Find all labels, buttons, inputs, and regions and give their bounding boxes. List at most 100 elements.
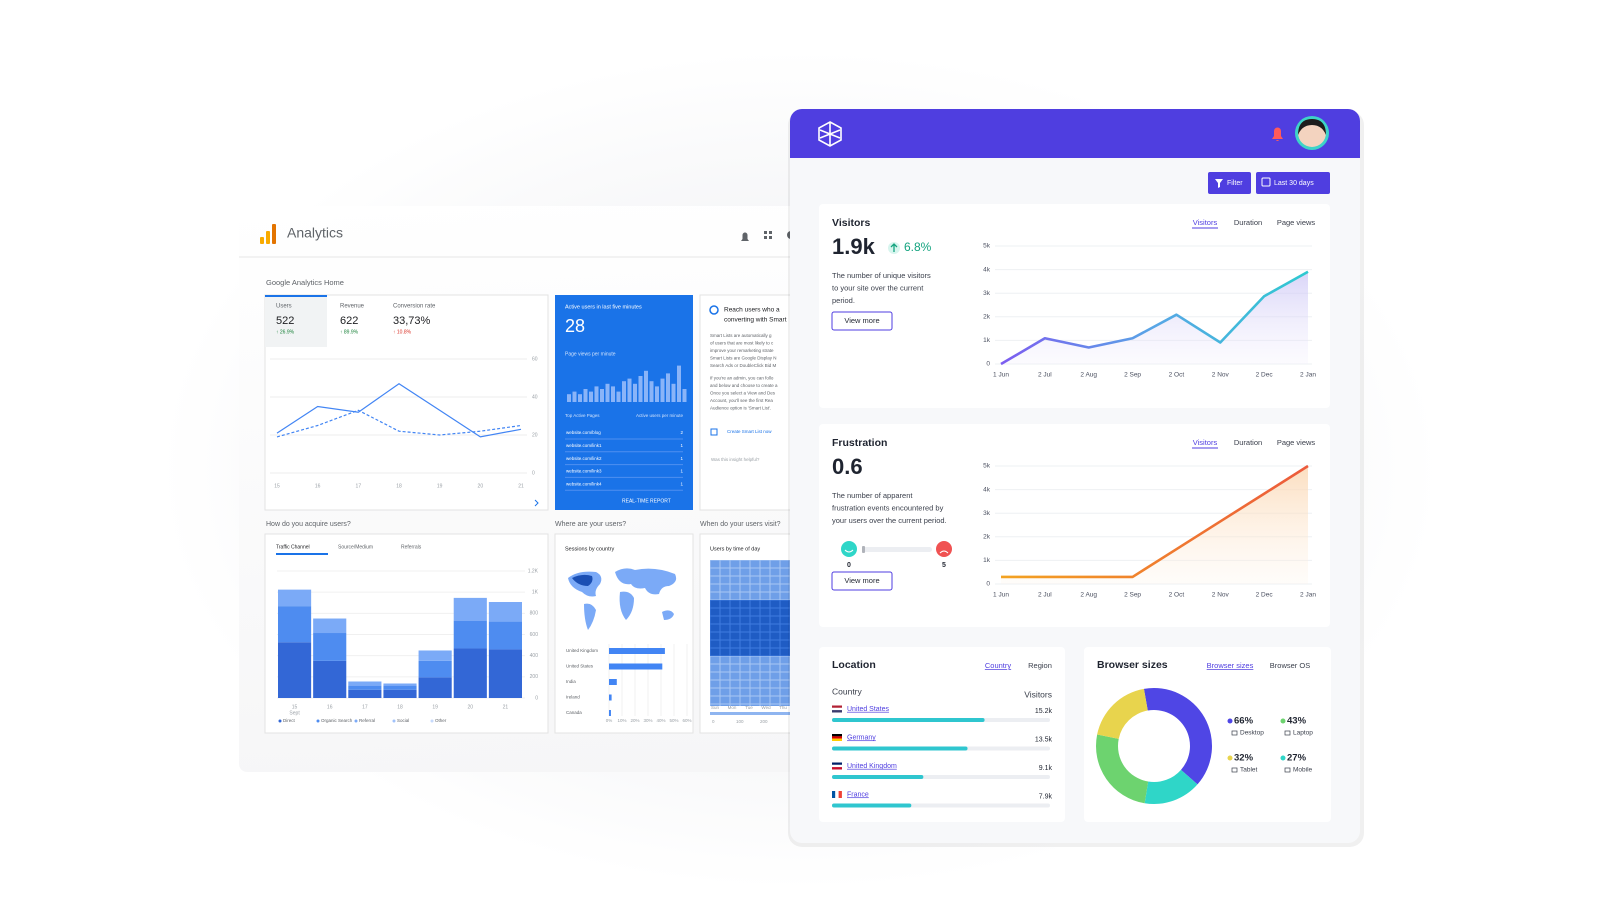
area (1001, 271, 1308, 364)
x-tick-label: 16 (315, 483, 321, 489)
tab[interactable]: Visitors (1193, 438, 1218, 447)
country-link[interactable]: United Kingdom (847, 763, 897, 770)
x-tick-label: 2 Nov (1212, 592, 1230, 599)
area (1001, 466, 1308, 584)
x-tick-label: 21 (518, 483, 524, 489)
legend-label: Direct (283, 718, 296, 723)
heatmap (710, 656, 799, 706)
tab[interactable]: Source/Medium (338, 544, 373, 550)
bar-segment (313, 633, 347, 661)
legend-label: Organic Search (321, 718, 353, 723)
x-tick-label: 50% (669, 718, 678, 723)
legend-dot (278, 719, 282, 723)
filter-button[interactable] (1208, 172, 1251, 194)
country-label: United States (566, 664, 594, 669)
tab[interactable]: Page views (1277, 218, 1316, 227)
metric-change: ↑ 26.9% (276, 329, 295, 335)
realtime-bar (655, 386, 659, 402)
x-tick-label: 19 (432, 704, 438, 710)
realtime-bar (567, 394, 571, 402)
description: frustration events encountered by (832, 503, 944, 512)
tab[interactable]: Browser OS (1270, 661, 1310, 670)
country-link[interactable]: United States (847, 706, 890, 713)
day-label: Tue (745, 705, 753, 710)
tab[interactable]: Duration (1234, 438, 1262, 447)
country-label: Canada (566, 710, 582, 715)
tab[interactable]: Country (985, 661, 1012, 670)
y-tick-label: 0 (986, 361, 990, 368)
y-tick-label: 5k (983, 463, 991, 470)
tab[interactable]: Traffic Channel (276, 544, 310, 550)
bar-segment (313, 618, 347, 634)
bar-segment (488, 602, 522, 622)
bar-segment (313, 660, 347, 698)
view-more-button[interactable] (831, 571, 893, 591)
metric-selected-bg (265, 295, 327, 347)
chevron[interactable] (534, 499, 539, 507)
filter-label[interactable]: Filter (1227, 180, 1243, 187)
legend-value: 43% (1287, 716, 1307, 727)
trend-line (276, 382, 522, 438)
metric-value: 522 (276, 315, 294, 327)
metric-value: 622 (340, 315, 358, 327)
insight-action[interactable]: Create Smart List now (727, 429, 772, 434)
day-label: Thu (779, 705, 787, 710)
page-count: 1 (680, 456, 683, 461)
count-header: Active users per minute (636, 413, 684, 418)
insight-body: Search Ads or DoubleClick Bid M (710, 363, 777, 368)
big-value: 0.6 (832, 454, 863, 479)
slider-track (862, 547, 932, 552)
date-label[interactable]: Last 30 days (1274, 180, 1314, 187)
y-tick-label: 4k (983, 266, 991, 273)
y-tick-label: 0 (532, 470, 535, 476)
view-more-label[interactable]: View more (844, 576, 879, 585)
tab[interactable]: Referrals (401, 544, 422, 550)
insight-card (699, 294, 799, 511)
tab[interactable]: Browser sizes (1207, 661, 1254, 670)
realtime-bar (666, 373, 670, 402)
metric-label: Revenue (340, 304, 365, 310)
avatar-hair (1298, 119, 1326, 135)
x-tick-label: 2 Jul (1038, 592, 1052, 599)
x-tick-label: 17 (356, 483, 362, 489)
value-label: 15.2k (1035, 708, 1053, 715)
insight-body: and below and choose to create a (710, 383, 778, 388)
country-link[interactable]: Germany (847, 734, 876, 741)
x-tick-label: 2 Dec (1256, 372, 1274, 379)
tab[interactable]: Duration (1234, 218, 1262, 227)
trend-line (276, 409, 522, 438)
view-more-button[interactable] (831, 311, 893, 331)
tab[interactable]: Visitors (1193, 218, 1218, 227)
y-tick-label: 1k (983, 337, 991, 344)
value-label: 7.9k (1039, 793, 1053, 800)
donut-slice (1143, 687, 1213, 785)
realtime-bar (600, 389, 604, 402)
metric-label: Conversion rate (393, 304, 436, 310)
bar-segment (453, 597, 487, 621)
country-label: Ireland (566, 695, 580, 700)
tab[interactable]: Page views (1277, 438, 1316, 447)
x-tick-label: 0% (606, 718, 613, 723)
apps-icon[interactable] (764, 231, 772, 239)
x-tick-label: 60% (682, 718, 691, 723)
dashboard-content: Filter Last 30 days Visitors 1.9k 6.8% The nu… (831, 180, 1316, 808)
bell-icon[interactable] (741, 232, 749, 242)
tab[interactable]: Region (1028, 661, 1052, 670)
description: period. (832, 296, 855, 305)
heatmap (710, 560, 799, 600)
logo-bar (272, 224, 276, 244)
y-tick-label: 2k (983, 534, 991, 541)
description: The number of apparent (832, 491, 913, 500)
scale-label: 200 (760, 719, 768, 724)
realtime-bar (627, 378, 632, 402)
notification-bell[interactable] (1272, 127, 1283, 142)
y-tick-label: 1K (532, 589, 539, 595)
country-link[interactable]: France (847, 791, 869, 798)
bar-segment (418, 650, 452, 661)
view-more-label[interactable]: View more (844, 316, 879, 325)
realtime-link[interactable]: REAL-TIME REPORT (622, 498, 671, 504)
bar-segment (383, 683, 417, 686)
date-button[interactable] (1256, 172, 1330, 194)
day-label: Sun (711, 705, 720, 710)
